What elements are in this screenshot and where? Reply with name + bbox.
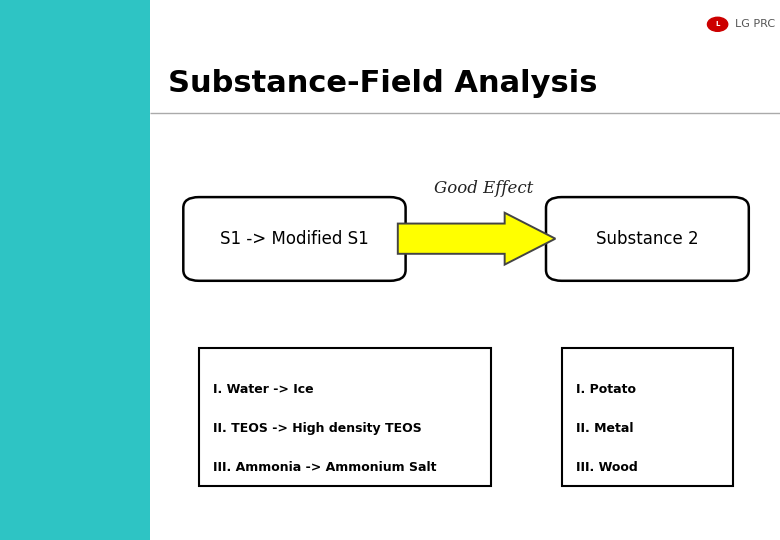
FancyBboxPatch shape — [183, 197, 406, 281]
Text: Substance-Field Analysis: Substance-Field Analysis — [168, 69, 597, 98]
Bar — [0, 0, 150, 540]
Text: I. Water -> Ice: I. Water -> Ice — [213, 383, 314, 396]
FancyBboxPatch shape — [546, 197, 749, 281]
Polygon shape — [398, 213, 555, 265]
Text: III. Ammonia -> Ammonium Salt: III. Ammonia -> Ammonium Salt — [213, 461, 437, 474]
Text: III. Wood: III. Wood — [576, 461, 637, 474]
Text: II. Metal: II. Metal — [576, 422, 633, 435]
Bar — [562, 348, 733, 486]
Text: II. TEOS -> High density TEOS: II. TEOS -> High density TEOS — [213, 422, 422, 435]
Text: Substance 2: Substance 2 — [596, 230, 699, 248]
Text: L: L — [715, 21, 720, 28]
Text: S1 -> Modified S1: S1 -> Modified S1 — [220, 230, 369, 248]
Text: Good Effect: Good Effect — [434, 180, 534, 197]
Bar — [199, 348, 491, 486]
Text: LG PRC: LG PRC — [735, 19, 775, 29]
Text: I. Potato: I. Potato — [576, 383, 636, 396]
Circle shape — [707, 17, 728, 31]
